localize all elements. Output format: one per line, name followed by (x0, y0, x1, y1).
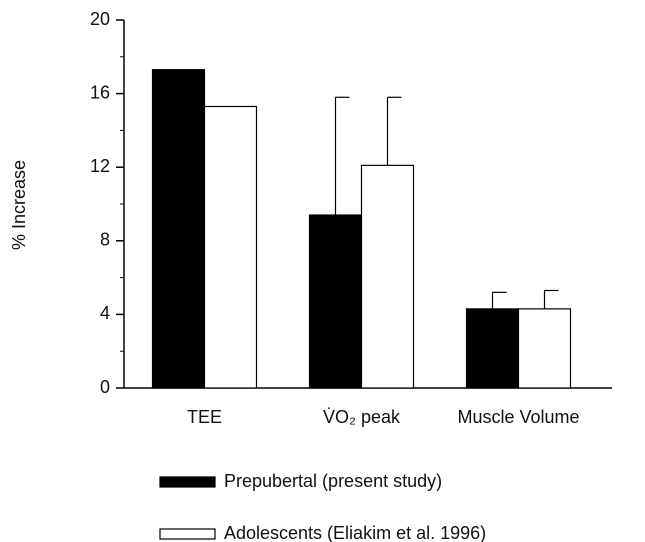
bar (151, 69, 206, 389)
bar (360, 164, 415, 389)
x-tick-label: Muscle Volume (457, 407, 579, 427)
legend-label: Prepubertal (present study) (224, 471, 442, 491)
x-tick-label: V̇O₂ peak (323, 407, 401, 427)
x-tick-label: TEE (187, 407, 222, 427)
legend-label: Adolescents (Eliakim et al. 1996) (224, 523, 486, 542)
bar (465, 308, 520, 389)
y-tick-label: 4 (100, 303, 110, 323)
error-bar (386, 96, 402, 166)
bar (308, 214, 363, 389)
legend-swatch (159, 528, 216, 540)
error-bar (334, 96, 350, 216)
legend-swatch (159, 476, 216, 488)
y-tick-label: 12 (90, 156, 110, 176)
bar (517, 308, 572, 389)
y-tick-label: 16 (90, 82, 110, 102)
error-bar (491, 291, 507, 309)
bar (203, 105, 258, 389)
error-bar (543, 289, 559, 309)
y-axis-label: % Increase (9, 160, 29, 250)
y-tick-label: 20 (90, 9, 110, 29)
y-tick-label: 0 (100, 377, 110, 397)
y-tick-label: 8 (100, 230, 110, 250)
